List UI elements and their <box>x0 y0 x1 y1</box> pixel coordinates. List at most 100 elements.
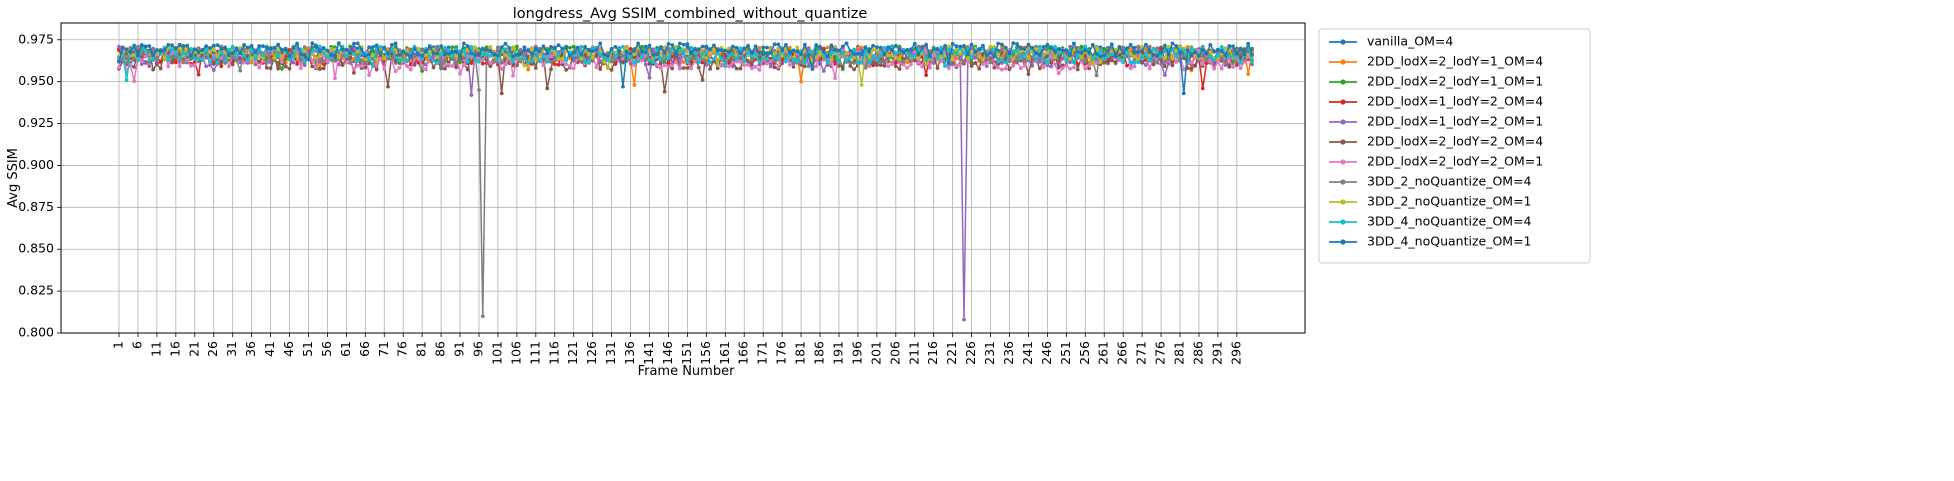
data-point <box>499 91 504 96</box>
data-point <box>340 47 345 52</box>
data-point <box>1109 58 1114 63</box>
data-point <box>382 67 387 72</box>
data-point <box>238 45 243 50</box>
data-point <box>939 59 944 64</box>
data-point <box>1068 44 1073 49</box>
data-point <box>636 59 641 64</box>
data-point <box>242 42 246 47</box>
data-point <box>1056 51 1061 56</box>
data-point <box>988 44 993 49</box>
data-point <box>757 51 762 55</box>
data-point <box>636 41 641 46</box>
data-point <box>1053 44 1057 49</box>
x-axis: 1 6 11 16 21 26 31 36 41 46 51 56 61 66 71 76 81 86 91 96 10… <box>111 333 1243 365</box>
data-point <box>208 59 212 64</box>
data-point <box>1079 51 1084 55</box>
data-point <box>306 57 311 62</box>
data-point <box>261 44 265 49</box>
data-point <box>1128 52 1133 56</box>
data-point <box>677 66 682 71</box>
data-point <box>799 79 803 84</box>
data-point <box>291 54 296 59</box>
data-point <box>685 42 690 46</box>
legend-marker <box>1340 59 1346 65</box>
data-point <box>988 60 993 65</box>
data-point <box>124 60 129 65</box>
data-point <box>1109 52 1114 57</box>
data-point <box>799 60 803 64</box>
data-point <box>1144 47 1148 52</box>
data-point <box>533 44 538 49</box>
data-point <box>946 44 951 49</box>
data-point <box>132 52 137 57</box>
data-point <box>848 55 853 60</box>
x-tick-label: 196 <box>849 341 864 365</box>
data-point <box>666 61 671 66</box>
data-point <box>136 44 140 49</box>
data-point <box>397 66 402 70</box>
data-point <box>446 45 451 50</box>
data-point <box>715 48 720 53</box>
data-point <box>556 56 561 61</box>
data-point <box>245 45 250 50</box>
data-point <box>734 66 739 71</box>
data-point <box>666 41 671 46</box>
data-point <box>647 75 652 80</box>
data-point <box>939 50 944 55</box>
data-point <box>302 52 307 57</box>
data-point <box>662 58 667 62</box>
series-line <box>118 45 1253 321</box>
data-point <box>761 49 766 54</box>
y-tick-label: 0.950 <box>18 73 54 88</box>
data-point <box>935 66 940 71</box>
data-point <box>420 57 425 62</box>
data-point <box>499 45 504 50</box>
data-point <box>359 58 364 63</box>
data-point <box>871 60 875 65</box>
data-point <box>446 51 451 56</box>
data-point <box>1000 58 1004 62</box>
data-point <box>325 48 330 53</box>
data-point <box>1068 56 1073 61</box>
data-point <box>1155 49 1160 54</box>
data-point <box>1189 60 1194 65</box>
data-point <box>132 79 137 84</box>
data-point <box>526 67 531 72</box>
data-point <box>336 49 341 53</box>
data-point <box>746 63 750 67</box>
x-tick-label: 171 <box>755 341 770 365</box>
data-point <box>378 51 383 56</box>
data-point <box>1219 44 1224 49</box>
data-point <box>1151 53 1156 57</box>
data-point <box>1200 86 1205 91</box>
data-point <box>776 46 781 51</box>
data-point <box>264 60 269 65</box>
data-point <box>321 59 326 64</box>
data-point <box>1144 51 1148 56</box>
data-point <box>450 64 455 68</box>
data-point <box>446 62 451 67</box>
data-point <box>355 59 360 63</box>
data-point <box>1106 60 1110 64</box>
data-point <box>988 50 993 55</box>
data-point <box>689 45 694 50</box>
data-point <box>916 56 921 61</box>
data-point <box>1227 58 1232 62</box>
data-point <box>298 58 303 63</box>
data-point <box>302 45 307 50</box>
data-point <box>943 63 947 68</box>
data-point <box>321 66 326 71</box>
data-point <box>249 60 254 65</box>
data-point <box>1155 60 1160 65</box>
data-point <box>170 43 174 48</box>
data-point <box>640 49 644 54</box>
data-point <box>1083 66 1088 71</box>
data-point <box>196 50 201 55</box>
data-point <box>1064 48 1069 53</box>
data-point <box>628 47 633 51</box>
y-axis: 0.800 0.825 0.850 0.875 0.900 0.925 0.950 0.975 <box>18 31 61 340</box>
data-point <box>480 51 485 55</box>
data-point <box>1056 65 1061 70</box>
data-point <box>666 64 671 69</box>
data-point <box>662 45 667 50</box>
